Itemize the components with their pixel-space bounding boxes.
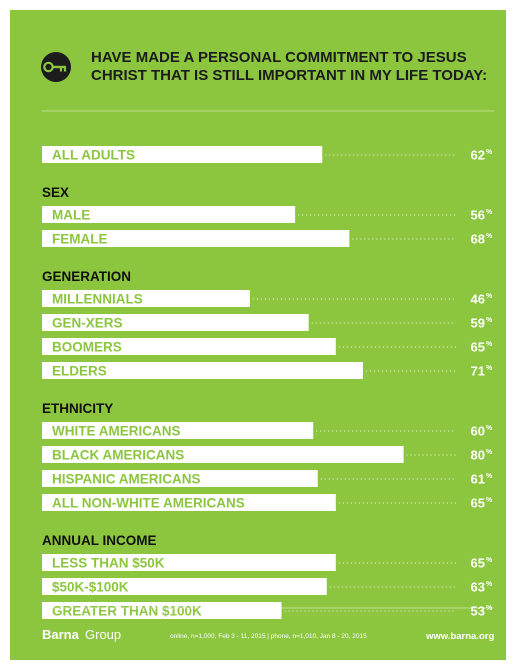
value-label: 65 (471, 496, 485, 511)
bar (42, 470, 318, 487)
section-heading: ANNUAL INCOME (42, 533, 157, 548)
brand-logo-barna: Barna (42, 627, 80, 642)
bars-layer: ALL ADULTS 62 % SEX MALE 56 % FEMALE 68 % GENERATI… (42, 146, 493, 619)
bar-label: MALE (52, 208, 90, 223)
bar (42, 602, 282, 619)
brand-logo-group: Group (85, 627, 121, 642)
percent-sign: % (486, 497, 493, 504)
bar (42, 314, 309, 331)
percent-sign: % (486, 557, 493, 564)
bar-label: GREATER THAN $100K (52, 604, 202, 619)
chart-svg: HAVE MADE A PERSONAL COMMITMENT TO JESUS… (41, 49, 494, 642)
bar (42, 554, 336, 571)
bar-label: $50K-$100K (52, 580, 129, 595)
bar-label: LESS THAN $50K (52, 556, 165, 571)
value-label: 80 (471, 448, 485, 463)
survey-footnote: online, n=1,000, Feb 3 - 11, 2015 | phon… (170, 633, 367, 640)
bar (42, 446, 404, 463)
percent-sign: % (486, 233, 493, 240)
percent-sign: % (486, 209, 493, 216)
value-label: 60 (471, 424, 485, 439)
percent-sign: % (486, 449, 493, 456)
bar-label: GEN-XERS (52, 316, 123, 331)
percent-sign: % (486, 425, 493, 432)
bar-label: ALL NON-WHITE AMERICANS (52, 496, 245, 511)
bar-label: ALL ADULTS (52, 148, 135, 163)
infographic-card: HAVE MADE A PERSONAL COMMITMENT TO JESUS… (10, 10, 506, 660)
value-label: 61 (471, 472, 485, 487)
value-label: 56 (471, 208, 485, 223)
bar (42, 494, 336, 511)
bar-label: MILLENNIALS (52, 292, 143, 307)
website-link[interactable]: www.barna.org (425, 631, 494, 642)
value-label: 71 (471, 364, 485, 379)
percent-sign: % (486, 293, 493, 300)
percent-sign: % (486, 341, 493, 348)
section-heading: GENERATION (42, 269, 131, 284)
bar-label: WHITE AMERICANS (52, 424, 181, 439)
bar-label: BOOMERS (52, 340, 122, 355)
bar (42, 230, 350, 247)
value-label: 65 (471, 556, 485, 571)
section-heading: SEX (42, 185, 69, 200)
percent-sign: % (486, 149, 493, 156)
value-label: 65 (471, 340, 485, 355)
value-label: 63 (471, 580, 485, 595)
bar-label: BLACK AMERICANS (52, 448, 184, 463)
bar (42, 290, 250, 307)
value-label: 68 (471, 232, 485, 247)
value-label: 62 (471, 148, 485, 163)
percent-sign: % (486, 581, 493, 588)
section-heading: ETHNICITY (42, 401, 113, 416)
bar-label: HISPANIC AMERICANS (52, 472, 201, 487)
bar (42, 578, 327, 595)
bar-label: ELDERS (52, 364, 107, 379)
bar (42, 422, 314, 439)
value-label: 59 (471, 316, 485, 331)
bar (42, 362, 363, 379)
bar (42, 146, 323, 163)
percent-sign: % (486, 605, 493, 612)
bar (42, 206, 296, 223)
bar-label: FEMALE (52, 232, 108, 247)
percent-sign: % (486, 317, 493, 324)
chart-title-line-1: HAVE MADE A PERSONAL COMMITMENT TO JESUS (91, 49, 467, 66)
percent-sign: % (486, 473, 493, 480)
chart-title-line-2: CHRIST THAT IS STILL IMPORTANT IN MY LIF… (91, 67, 487, 84)
value-label: 46 (471, 292, 485, 307)
key-icon (41, 52, 71, 82)
bar (42, 338, 336, 355)
percent-sign: % (486, 365, 493, 372)
value-label: 53 (471, 604, 485, 619)
